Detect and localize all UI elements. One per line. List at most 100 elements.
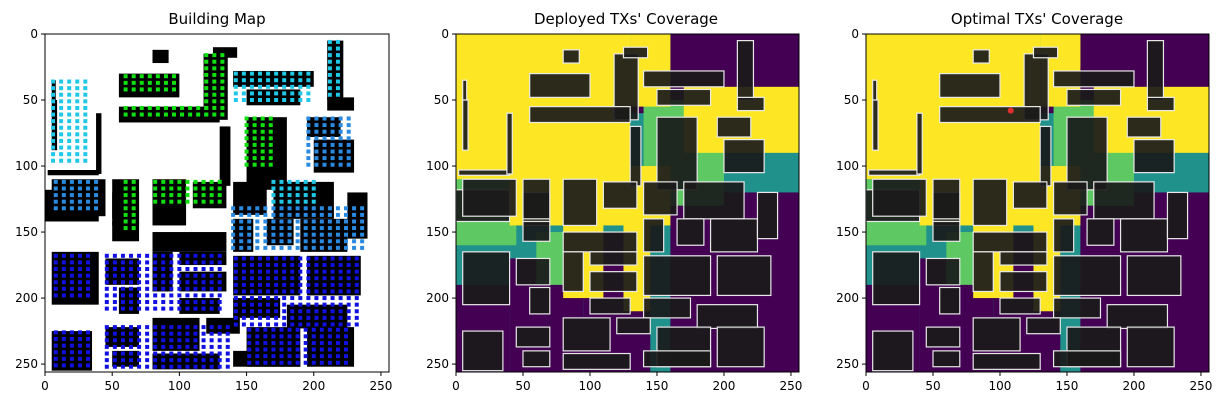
tx-dot xyxy=(268,142,273,147)
tx-dot xyxy=(120,358,125,363)
tx-dot xyxy=(330,302,335,307)
tx-dot xyxy=(137,273,142,278)
tx-dot xyxy=(161,253,166,258)
tx-dot xyxy=(75,92,80,97)
tx-dot xyxy=(314,123,319,128)
building xyxy=(233,255,301,296)
tx-dot xyxy=(346,289,351,294)
tx-dot xyxy=(303,239,308,244)
tx-dot xyxy=(298,263,303,268)
tx-dot xyxy=(295,239,300,244)
tx-dot xyxy=(311,239,316,244)
tx-dot xyxy=(335,354,340,359)
tx-dot xyxy=(53,260,58,265)
tx-dot xyxy=(145,267,150,272)
tx-dot xyxy=(69,253,74,258)
tx-dot xyxy=(271,193,276,198)
tx-dot xyxy=(306,71,311,76)
tx-dot xyxy=(112,351,117,356)
x-tick-label: 100 xyxy=(989,379,1012,393)
optimal-tx-marker xyxy=(1007,107,1014,114)
tx-dot xyxy=(247,232,252,237)
tx-dot xyxy=(209,286,214,291)
tx-dot xyxy=(53,330,58,335)
tx-dot xyxy=(268,129,273,134)
building xyxy=(1052,70,1135,88)
tx-dot xyxy=(263,347,268,352)
tx-dot xyxy=(279,245,284,250)
tx-dot xyxy=(266,78,271,83)
tx-dot xyxy=(327,239,332,244)
tx-dot xyxy=(161,273,166,278)
tx-dot xyxy=(335,39,340,44)
tx-dot xyxy=(220,112,225,117)
tx-dot xyxy=(112,253,117,258)
tx-dot xyxy=(360,226,365,231)
tx-dot xyxy=(217,286,222,291)
y-tick-label: 0 xyxy=(441,27,449,41)
tx-dot xyxy=(258,296,262,301)
tx-dot xyxy=(83,86,88,91)
tx-dot xyxy=(322,276,327,281)
tx-dot xyxy=(314,156,319,161)
tx-dot xyxy=(69,199,74,204)
tx-dot xyxy=(346,269,351,274)
tx-dot xyxy=(335,232,340,237)
y-tick-label: 250 xyxy=(426,357,449,371)
tx-dot xyxy=(247,334,252,339)
tx-dot xyxy=(233,289,238,294)
tx-dot xyxy=(352,245,357,250)
tx-dot xyxy=(129,286,133,291)
tx-dot xyxy=(298,84,303,89)
tx-dot xyxy=(260,149,265,154)
tx-dot xyxy=(295,340,300,345)
tx-dot xyxy=(172,112,176,117)
tx-dot xyxy=(77,273,82,278)
tx-dot xyxy=(295,219,300,224)
tx-dot xyxy=(244,149,249,154)
tx-dot xyxy=(352,232,357,237)
building xyxy=(1106,304,1169,330)
tx-dot xyxy=(290,256,295,261)
tx-dot xyxy=(169,267,174,272)
tx-dot xyxy=(67,158,72,163)
tx-dot xyxy=(271,186,276,191)
tx-dot xyxy=(282,78,287,83)
tx-dot xyxy=(258,98,262,103)
tx-dot xyxy=(169,286,174,291)
tx-dot xyxy=(153,253,158,258)
tx-dot xyxy=(209,193,214,198)
tx-dot xyxy=(201,338,206,343)
tx-dot xyxy=(322,282,327,287)
tx-dot xyxy=(86,330,90,335)
tx-dot xyxy=(233,78,238,83)
tx-dot xyxy=(193,300,198,305)
building xyxy=(916,112,923,175)
tx-dot xyxy=(212,86,217,91)
tx-dot xyxy=(75,152,80,157)
building xyxy=(522,178,551,220)
tx-dot xyxy=(61,193,66,198)
tx-dot xyxy=(155,80,160,85)
tx-dot xyxy=(314,289,319,294)
plot-area-building-map xyxy=(45,34,389,372)
tx-dot xyxy=(153,306,158,311)
tx-dot xyxy=(104,306,109,311)
tx-dot xyxy=(112,306,117,311)
tx-dot xyxy=(161,300,166,305)
tx-dot xyxy=(241,98,246,103)
tx-dot xyxy=(131,219,136,224)
tx-dot xyxy=(196,112,201,117)
tx-dot xyxy=(306,149,311,154)
tx-dot xyxy=(137,344,142,349)
x-tick-label: 250 xyxy=(1190,379,1213,393)
tx-dot xyxy=(104,273,109,278)
tx-dot xyxy=(129,331,133,336)
building xyxy=(462,99,469,151)
building xyxy=(872,79,878,101)
tx-dot xyxy=(120,260,125,265)
tx-dot xyxy=(83,158,88,163)
tx-dot xyxy=(354,282,359,287)
y-tick-label: 100 xyxy=(836,159,859,173)
building xyxy=(1126,255,1182,297)
